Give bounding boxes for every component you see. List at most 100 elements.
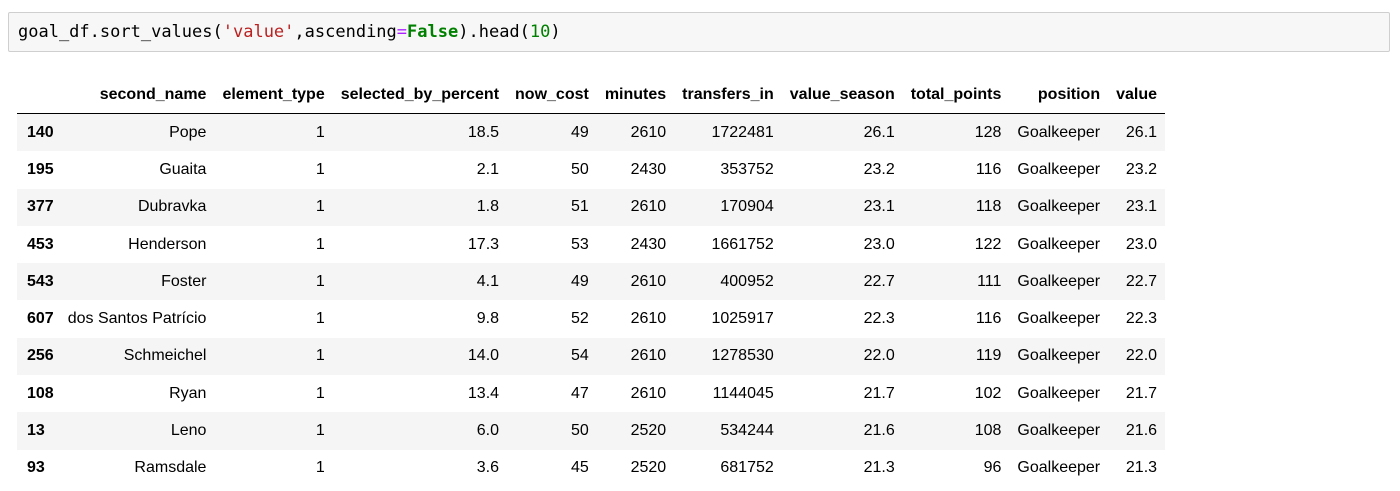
table-cell-second-name: Schmeichel xyxy=(123,347,207,365)
table-cell-second-name: Henderson xyxy=(128,235,207,253)
table-row: 93 Ramsdale 1 3.6 45 2520 681752 21.3 96 Goalkeep… xyxy=(17,449,1166,487)
table-cell-transfers-in: 1278530 xyxy=(711,347,774,365)
code-token-method: sort_values xyxy=(99,22,213,42)
table-cell-value-season: 21.3 xyxy=(863,459,895,477)
code-token-object: goal_df xyxy=(18,22,90,42)
table-cell-now-cost: 45 xyxy=(571,459,589,477)
table-cell-minutes: 2520 xyxy=(630,459,667,477)
table-cell-now-cost: 53 xyxy=(571,235,589,253)
code-token-dot: . xyxy=(468,22,479,42)
table-cell-value-season: 26.1 xyxy=(863,123,895,141)
table-cell-minutes: 2430 xyxy=(630,235,667,253)
table-cell-element-type: 1 xyxy=(315,160,325,178)
table-cell-transfers-in: 1144045 xyxy=(712,384,774,402)
column-header-value-season: value_season xyxy=(781,76,903,114)
table-cell-value: 22.0 xyxy=(1125,347,1158,365)
column-header-transfers-in: transfers_in xyxy=(674,76,782,114)
row-index: 93 xyxy=(27,459,45,477)
table-cell-transfers-in: 1722481 xyxy=(711,123,774,141)
table-cell-minutes: 2610 xyxy=(630,272,667,290)
table-cell-value-season: 23.0 xyxy=(863,235,895,253)
table-cell-second-name: Ryan xyxy=(169,384,207,402)
table-cell-minutes: 2430 xyxy=(630,160,667,178)
index-header xyxy=(17,76,60,114)
table-row: 543 Foster 1 4.1 49 2610 400952 22.7 111 Goalkeep… xyxy=(17,263,1166,301)
table-cell-selected-by-percent: 18.5 xyxy=(467,123,500,141)
code-cell-input[interactable]: goal_df.sort_values('value',ascending=Fa… xyxy=(8,12,1390,52)
table-cell-element-type: 1 xyxy=(315,310,325,328)
column-header-total-points: total_points xyxy=(902,76,1010,114)
row-index: 256 xyxy=(27,347,54,365)
table-cell-value-season: 23.1 xyxy=(863,198,895,216)
table-cell-value: 21.7 xyxy=(1125,384,1158,402)
code-token-kwarg: ascending xyxy=(304,22,397,42)
table-cell-second-name: Leno xyxy=(170,422,207,440)
table-cell-total-points: 111 xyxy=(977,272,1002,290)
row-index: 195 xyxy=(27,160,54,178)
table-cell-value-season: 22.7 xyxy=(863,272,895,290)
table-cell-total-points: 118 xyxy=(975,198,1002,216)
table-cell-minutes: 2610 xyxy=(630,123,667,141)
table-cell-total-points: 116 xyxy=(975,160,1002,178)
table-cell-now-cost: 54 xyxy=(571,347,589,365)
table-cell-position: Goalkeeper xyxy=(1017,235,1101,253)
table-cell-element-type: 1 xyxy=(315,235,325,253)
table-cell-now-cost: 50 xyxy=(571,422,589,440)
table-row: 195 Guaita 1 2.1 50 2430 353752 23.2 116 Goalkeep… xyxy=(17,151,1166,189)
table-cell-value: 23.0 xyxy=(1125,235,1158,253)
code-token-keyword: False xyxy=(407,22,459,42)
table-cell-value: 21.3 xyxy=(1125,459,1158,477)
table-cell-value-season: 22.3 xyxy=(863,310,895,328)
table-cell-position: Goalkeeper xyxy=(1017,160,1101,178)
table-cell-now-cost: 51 xyxy=(571,198,589,216)
table-cell-minutes: 2610 xyxy=(630,198,667,216)
table-cell-transfers-in: 170904 xyxy=(720,198,774,216)
column-header-element-type: element_type xyxy=(214,76,333,114)
table-cell-position: Goalkeeper xyxy=(1017,422,1101,440)
table-cell-minutes: 2520 xyxy=(630,422,667,440)
table-cell-transfers-in: 534244 xyxy=(720,422,774,440)
code-token-paren: ) xyxy=(550,22,561,42)
column-header-second-name: second_name xyxy=(59,76,215,114)
table-cell-now-cost: 49 xyxy=(571,123,589,141)
column-header-value: value xyxy=(1108,76,1166,114)
table-cell-value-season: 21.7 xyxy=(863,384,895,402)
table-cell-transfers-in: 1661752 xyxy=(711,235,774,253)
table-cell-transfers-in: 1025917 xyxy=(711,310,774,328)
table-cell-now-cost: 52 xyxy=(571,310,589,328)
row-index: 453 xyxy=(27,235,54,253)
column-header-position: position xyxy=(1009,76,1109,114)
table-cell-second-name: Guaita xyxy=(159,160,207,178)
row-index: 377 xyxy=(27,198,54,216)
table-row: 13 Leno 1 6.0 50 2520 534244 21.6 108 Goalkeeper 2… xyxy=(17,412,1166,450)
table-cell-minutes: 2610 xyxy=(630,384,667,402)
table-cell-second-name: Ramsdale xyxy=(134,459,207,477)
table-row: 140 Pope 1 18.5 49 2610 1722481 26.1 128 Goalkeep… xyxy=(17,113,1166,152)
table-cell-second-name: Foster xyxy=(161,272,207,290)
table-cell-value-season: 23.2 xyxy=(863,160,895,178)
table-cell-selected-by-percent: 17.3 xyxy=(467,235,500,253)
table-cell-value-season: 22.0 xyxy=(863,347,895,365)
table-cell-selected-by-percent: 2.1 xyxy=(476,160,500,178)
table-cell-minutes: 2610 xyxy=(630,347,667,365)
table-cell-element-type: 1 xyxy=(315,123,325,141)
column-header-selected-by-percent: selected_by_percent xyxy=(332,76,508,114)
table-cell-position: Goalkeeper xyxy=(1017,198,1101,216)
table-cell-selected-by-percent: 4.1 xyxy=(476,272,500,290)
table-row: 607 dos Santos Patrício 1 9.8 52 2610 1025917 2… xyxy=(17,300,1166,338)
table-header-row: second_name element_type selected_by_perce… xyxy=(17,76,1166,114)
table-cell-now-cost: 50 xyxy=(571,160,589,178)
table-cell-total-points: 116 xyxy=(975,310,1002,328)
code-token-paren: ( xyxy=(212,22,223,42)
column-header-minutes: minutes xyxy=(596,76,675,114)
row-index: 13 xyxy=(27,422,45,440)
code-token-string: 'value' xyxy=(222,22,295,42)
table-cell-now-cost: 47 xyxy=(571,384,589,402)
table-cell-total-points: 96 xyxy=(983,459,1002,477)
code-token-method: head xyxy=(478,22,520,42)
table-cell-selected-by-percent: 9.8 xyxy=(476,310,500,328)
table-cell-total-points: 108 xyxy=(974,422,1002,440)
code-token-paren: ( xyxy=(519,22,530,42)
table-cell-transfers-in: 681752 xyxy=(720,459,774,477)
table-cell-second-name: dos Santos Patrício xyxy=(67,310,207,328)
